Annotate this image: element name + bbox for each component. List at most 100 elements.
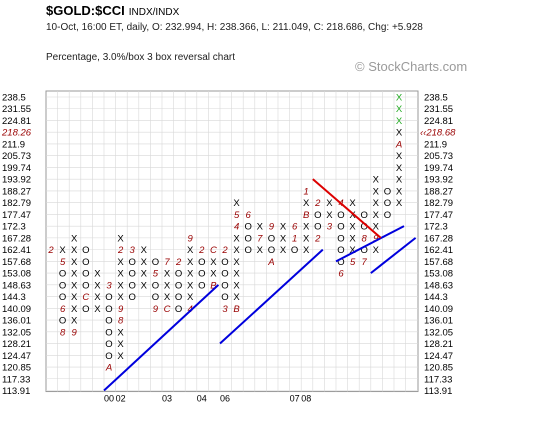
x-mark: X bbox=[210, 269, 217, 280]
o-mark: O bbox=[291, 245, 298, 256]
month-mark: 2 bbox=[117, 245, 124, 256]
exchange-label: INDX/INDX bbox=[128, 7, 180, 18]
y-tick-left: 205.73 bbox=[2, 151, 31, 162]
o-mark: O bbox=[152, 257, 159, 268]
o-mark: O bbox=[198, 269, 205, 280]
o-mark: O bbox=[59, 269, 66, 280]
o-mark: O bbox=[221, 280, 228, 291]
uptrend-line bbox=[103, 284, 220, 392]
x-mark: X bbox=[141, 269, 148, 280]
x-mark: X bbox=[71, 316, 78, 327]
y-tick-left: 132.05 bbox=[2, 327, 31, 338]
y-tick-right: 211.9 bbox=[424, 139, 447, 150]
x-tick-label: 03 bbox=[162, 394, 172, 404]
o-mark: O bbox=[337, 222, 344, 233]
y-tick-right: 157.68 bbox=[424, 257, 453, 268]
month-mark: 9 bbox=[188, 233, 194, 244]
x-mark: X bbox=[373, 198, 380, 209]
month-mark: 9 bbox=[269, 222, 275, 233]
x-mark: X bbox=[71, 233, 78, 244]
x-mark: X bbox=[210, 257, 217, 268]
x-mark: X bbox=[59, 245, 66, 256]
month-mark: 1 bbox=[292, 233, 297, 244]
month-mark: C bbox=[82, 292, 89, 303]
x-mark: X bbox=[303, 222, 310, 233]
month-mark: 6 bbox=[292, 222, 298, 233]
o-mark: O bbox=[314, 210, 321, 221]
chart-title: $GOLD:$CCI INDX/INDX bbox=[46, 3, 179, 18]
o-mark: O bbox=[175, 304, 182, 315]
x-mark: X bbox=[326, 198, 333, 209]
o-mark: O bbox=[384, 210, 391, 221]
month-mark: 5 bbox=[234, 210, 240, 221]
o-mark: O bbox=[152, 280, 159, 291]
y-tick-right: 117.33 bbox=[424, 374, 452, 385]
chart-frame bbox=[45, 90, 419, 393]
uptrend-line bbox=[219, 248, 324, 345]
x-mark: X bbox=[187, 269, 194, 280]
o-mark: O bbox=[82, 257, 89, 268]
y-tick-right: 136.01 bbox=[424, 316, 453, 327]
x-mark: X bbox=[233, 269, 240, 280]
month-mark: A bbox=[267, 257, 274, 268]
x-mark: X bbox=[164, 292, 171, 303]
y-tick-right: 238.5 bbox=[424, 93, 448, 104]
y-tick-left: 231.55 bbox=[2, 104, 31, 115]
o-mark: O bbox=[245, 245, 252, 256]
chart-method: Percentage, 3.0%/box 3 box reversal char… bbox=[46, 52, 235, 63]
x-mark: X bbox=[396, 93, 403, 104]
o-mark: O bbox=[105, 327, 112, 338]
y-tick-left: 162.41 bbox=[2, 245, 31, 256]
o-mark: O bbox=[361, 210, 368, 221]
o-mark: O bbox=[59, 292, 66, 303]
month-mark: 9 bbox=[72, 327, 78, 338]
y-tick-left: 157.68 bbox=[2, 257, 31, 268]
y-tick-right: 182.79 bbox=[424, 198, 453, 209]
o-mark: O bbox=[314, 222, 321, 233]
x-mark: X bbox=[94, 292, 101, 303]
x-mark: X bbox=[233, 245, 240, 256]
y-tick-left: 117.33 bbox=[2, 374, 30, 385]
y-tick-right: 188.27 bbox=[424, 186, 453, 197]
watermark: © StockCharts.com bbox=[355, 59, 468, 74]
o-mark: O bbox=[384, 186, 391, 197]
x-mark: X bbox=[257, 245, 264, 256]
y-tick-right: 128.21 bbox=[424, 339, 453, 350]
month-mark: 9 bbox=[118, 304, 124, 315]
x-mark: X bbox=[117, 233, 124, 244]
month-mark: 6 bbox=[338, 269, 344, 280]
month-mark: A bbox=[105, 363, 112, 374]
month-mark: 8 bbox=[118, 316, 124, 327]
y-tick-right: 193.92 bbox=[424, 175, 453, 186]
last-price-label: ‹‹218.68 bbox=[420, 128, 456, 139]
month-mark: 8 bbox=[60, 327, 66, 338]
o-mark: O bbox=[59, 316, 66, 327]
x-mark: X bbox=[396, 198, 403, 209]
downtrend-line bbox=[312, 178, 382, 239]
month-mark: 2 bbox=[314, 233, 321, 244]
y-tick-right: 120.85 bbox=[424, 363, 453, 374]
o-mark: O bbox=[82, 280, 89, 291]
y-tick-left: 218.26 bbox=[1, 128, 32, 139]
y-tick-left: 177.47 bbox=[2, 210, 31, 221]
x-tick-label: 02 bbox=[116, 394, 126, 404]
x-mark: X bbox=[187, 292, 194, 303]
y-tick-left: 193.92 bbox=[2, 175, 31, 186]
o-mark: O bbox=[245, 233, 252, 244]
o-mark: O bbox=[337, 257, 344, 268]
y-tick-left: 144.3 bbox=[2, 292, 26, 303]
y-tick-left: 238.5 bbox=[2, 93, 26, 104]
y-tick-right: 144.3 bbox=[424, 292, 448, 303]
month-mark: B bbox=[303, 210, 310, 221]
month-mark: 9 bbox=[373, 233, 379, 244]
o-mark: O bbox=[152, 292, 159, 303]
o-mark: O bbox=[337, 245, 344, 256]
x-mark: X bbox=[71, 292, 78, 303]
o-mark: O bbox=[105, 351, 112, 362]
month-mark: A bbox=[395, 139, 402, 150]
x-mark: X bbox=[233, 257, 240, 268]
y-tick-right: 140.09 bbox=[424, 304, 453, 315]
y-tick-right: 205.73 bbox=[424, 151, 453, 162]
o-mark: O bbox=[175, 280, 182, 291]
